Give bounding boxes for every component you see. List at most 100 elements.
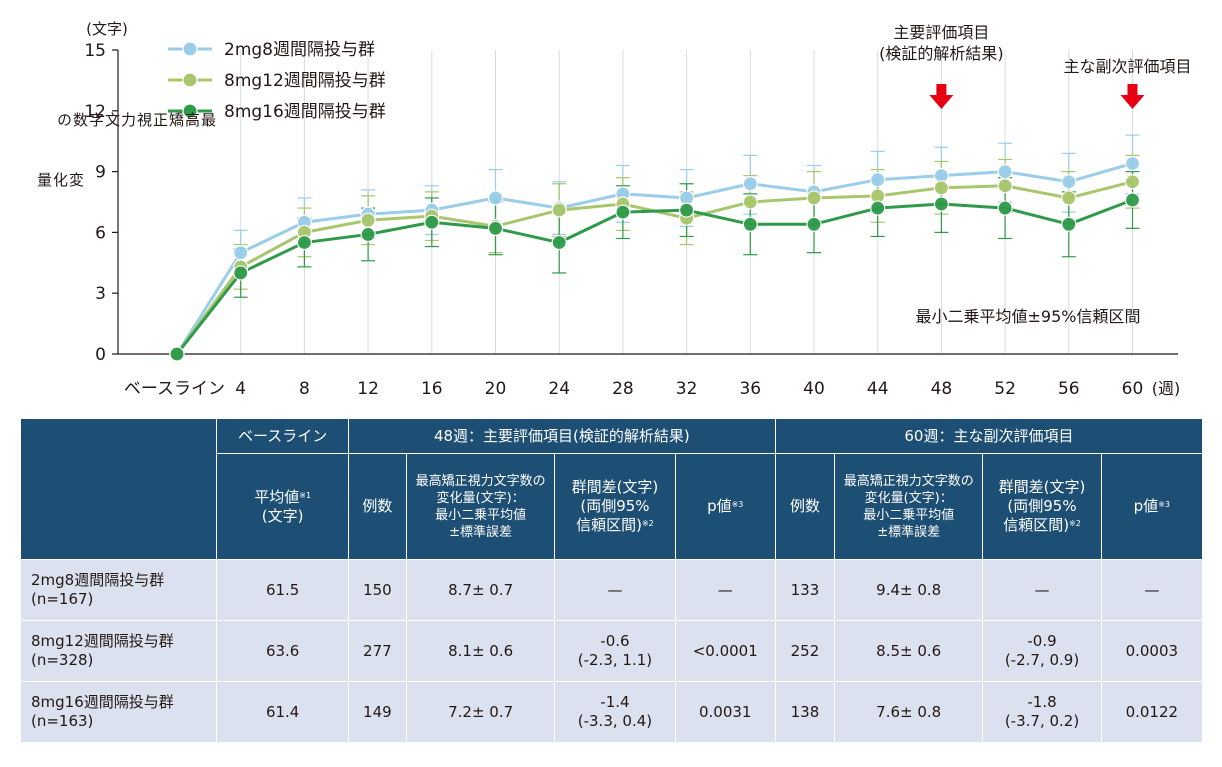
x-tick-label: 56	[1058, 379, 1080, 399]
data-point	[1124, 155, 1141, 172]
y-tick-label: 3	[95, 284, 106, 304]
header-change: 最高矯正視力文字数の 変化量(文字)： 最小二乗平均値 ±標準誤差	[834, 453, 984, 560]
data-point	[1061, 174, 1077, 190]
table-row: 8mg16週間隔投与群 (n=163) 61.4 149 7.2± 0.7 -1.4 (-3…	[19, 681, 1204, 743]
cell-group: 8mg16週間隔投与群 (n=163)	[19, 681, 218, 743]
legend-marker	[182, 103, 198, 119]
y-tick-label: 12	[84, 102, 106, 122]
annotation-arrow-shaft	[936, 84, 947, 96]
data-point	[424, 214, 440, 230]
cell-baseline-mean: 61.5	[216, 559, 349, 621]
cell-change60: 8.5± 0.6	[834, 620, 984, 682]
cell-diff48: -0.6 (-2.3, 1.1)	[554, 620, 676, 682]
data-point	[1124, 174, 1141, 190]
data-point	[997, 178, 1013, 194]
legend-label: 8mg12週間隔投与群	[224, 71, 386, 91]
cell-n48: 150	[347, 559, 407, 621]
header-diff: 群間差(文字) (両側95% 信頼区間)※2	[554, 453, 676, 560]
cell-p60: 0.0003	[1100, 620, 1204, 682]
header-row-2: 平均値※1 (文字) 例数 最高矯正視力文字数の 変化量(文字)： 最小二乗平均値 ±標準誤…	[21, 453, 1204, 560]
legend-marker	[182, 72, 198, 88]
data-point	[870, 172, 886, 188]
cell-group: 8mg12週間隔投与群 (n=328)	[19, 620, 218, 682]
y-tick-label: 15	[84, 41, 106, 61]
series-line	[175, 162, 1133, 355]
annotation-arrow-head	[1120, 95, 1145, 109]
x-tick-label: 48	[931, 379, 953, 399]
data-point	[296, 234, 312, 251]
legend-label: 2mg8週間隔投与群	[224, 40, 375, 60]
x-tick-label: 44	[867, 379, 889, 399]
legend-label: 8mg16週間隔投与群	[224, 102, 386, 122]
cell-diff60: -0.9 (-2.7, 0.9)	[982, 620, 1102, 682]
cell-diff48: —	[554, 559, 676, 621]
y-axis-unit: (文字)	[86, 20, 128, 38]
data-point	[233, 265, 249, 281]
legend-marker	[182, 41, 198, 57]
data-point	[933, 196, 950, 212]
header-n: 例数	[347, 453, 407, 560]
results-table: ベースライン 48週：主要評価項目(検証的解析結果) 60週：主な副次評価項目 …	[19, 418, 1204, 743]
data-point	[933, 180, 950, 196]
y-axis-label-line2: 変化量	[35, 172, 85, 187]
x-tick-label: 60	[1122, 379, 1144, 399]
x-tick-label: 52	[994, 379, 1016, 399]
x-axis-unit: (週)	[1152, 379, 1181, 398]
cell-diff60: -1.8 (-3.7, 0.2)	[982, 681, 1102, 743]
annotation-arrow-head	[929, 95, 954, 109]
data-point	[487, 190, 504, 206]
cell-n48: 149	[347, 681, 407, 743]
data-point	[997, 200, 1013, 216]
data-point	[1061, 216, 1077, 232]
cell-group: 2mg8週間隔投与群 (n=167)	[19, 559, 218, 621]
y-tick-label: 0	[95, 345, 106, 365]
data-point	[742, 176, 758, 192]
cell-change48: 8.7± 0.7	[405, 559, 556, 621]
cell-p48: 0.0031	[674, 681, 776, 743]
cell-p48: —	[674, 559, 776, 621]
data-point	[742, 216, 758, 232]
data-point	[169, 346, 185, 362]
cell-diff48: -1.4 (-3.3, 0.4)	[554, 681, 676, 743]
cell-p48: <0.0001	[674, 620, 776, 682]
x-tick-label: 24	[548, 379, 570, 399]
x-tick-label: 16	[421, 379, 443, 399]
y-tick-label: 9	[95, 163, 106, 183]
data-point	[233, 245, 249, 261]
header-p: p値※3	[1100, 453, 1204, 560]
y-tick-label: 6	[95, 223, 106, 243]
data-point	[487, 220, 504, 236]
x-tick-label: 32	[676, 379, 698, 399]
x-tick-label: ベースライン	[124, 379, 225, 399]
cell-n60: 252	[774, 620, 836, 682]
cell-change60: 9.4± 0.8	[834, 559, 984, 621]
header-baseline: ベースライン	[216, 418, 349, 454]
header-week60: 60週：主な副次評価項目	[774, 418, 1204, 454]
header-corner	[19, 418, 218, 560]
x-tick-label: 12	[357, 379, 379, 399]
data-point	[360, 212, 376, 228]
data-point	[997, 164, 1013, 180]
cell-baseline-mean: 61.4	[216, 681, 349, 743]
annotation-text: (検証的解析結果)	[879, 44, 1004, 63]
annotation-arrow-shaft	[1127, 84, 1138, 96]
data-point	[1061, 190, 1077, 206]
series-line	[175, 198, 1134, 355]
annotation-text: 主な副次評価項目	[1063, 57, 1191, 76]
header-diff: 群間差(文字) (両側95% 信頼区間)※2	[982, 453, 1102, 560]
cell-n60: 133	[774, 559, 836, 621]
x-tick-label: 8	[299, 379, 310, 399]
data-point	[806, 216, 822, 232]
data-point	[615, 204, 631, 220]
cell-change48: 7.2± 0.7	[405, 681, 556, 743]
cell-change48: 8.1± 0.6	[405, 620, 556, 682]
header-week48: 48週：主要評価項目(検証的解析結果)	[347, 418, 776, 454]
cell-diff60: —	[982, 559, 1102, 621]
cell-p60: —	[1100, 559, 1204, 621]
data-point	[742, 194, 758, 210]
ci-note: 最小二乗平均値±95%信頼区間	[916, 307, 1141, 326]
header-p: p値※3	[674, 453, 776, 560]
header-change: 最高矯正視力文字数の 変化量(文字)： 最小二乗平均値 ±標準誤差	[405, 453, 556, 560]
cell-n48: 277	[347, 620, 407, 682]
